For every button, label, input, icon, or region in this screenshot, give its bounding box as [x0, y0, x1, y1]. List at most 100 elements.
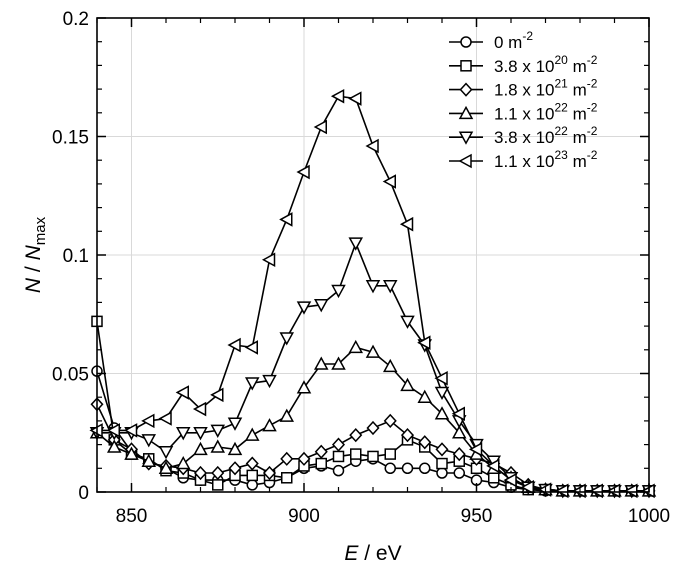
y-axis-symbol: N [22, 277, 45, 293]
legend-marker [459, 82, 473, 97]
legend-label-base: 3.8 x 10 [494, 57, 555, 76]
data-point [365, 138, 379, 154]
series-layer [89, 88, 657, 499]
data-point [468, 442, 483, 457]
data-point [418, 435, 432, 450]
data-point [279, 408, 295, 422]
legend-label: 0 m-2 [494, 29, 533, 52]
legend-label-base: 1.8 x 10 [494, 81, 555, 100]
legend-label-base: 0 m [494, 33, 522, 52]
legend-item: 3.8 x 1022 m-2 [449, 124, 598, 147]
legend: 0 m-23.8 x 1020 m-21.8 x 1021 m-21.1 x 1… [449, 29, 598, 171]
legend-label-base: 1.1 x 10 [494, 104, 555, 123]
data-point [400, 315, 415, 329]
data-point [434, 370, 448, 386]
data-point [313, 356, 329, 370]
data-point [244, 377, 260, 391]
x-axis-symbol: E [344, 542, 359, 565]
legend-label-unit: m [568, 57, 587, 76]
data-point [227, 337, 241, 353]
data-point [331, 437, 346, 452]
legend-label-exponent: 20 [555, 53, 569, 67]
axis-ticks [96, 17, 650, 493]
data-point [158, 411, 172, 426]
legend-label: 1.1 x 1022 m-2 [494, 100, 598, 123]
data-point [246, 479, 258, 491]
data-point [520, 479, 534, 495]
data-point [365, 280, 381, 294]
legend-marker [458, 131, 474, 145]
data-point [313, 119, 327, 135]
data-point [314, 444, 328, 459]
y-axis-subscript: max [32, 216, 49, 245]
data-point [384, 462, 396, 475]
data-point [315, 457, 327, 470]
data-point [624, 483, 638, 499]
data-point [401, 462, 414, 475]
data-point [281, 472, 293, 484]
legend-label-unit: m [568, 104, 587, 123]
legend-item: 1.1 x 1023 m-2 [449, 148, 598, 171]
data-point [383, 413, 397, 429]
legend-label-exponent: 21 [555, 77, 569, 91]
data-point [382, 358, 398, 373]
legend-label-exponent: 22 [555, 124, 569, 138]
legend-label: 1.1 x 1023 m-2 [494, 148, 598, 171]
series-6 [89, 88, 655, 499]
data-point [349, 428, 363, 443]
data-point [555, 483, 569, 499]
data-point [106, 439, 122, 453]
y-axis-separator: / [22, 260, 45, 278]
data-point [262, 465, 277, 481]
data-point [158, 460, 174, 475]
data-point [141, 453, 157, 467]
data-point [589, 483, 603, 499]
data-point [228, 461, 242, 476]
legend-marker [460, 60, 472, 72]
data-point [436, 467, 448, 479]
data-point [192, 401, 207, 417]
legend-item: 1.8 x 1021 m-2 [449, 77, 598, 100]
data-point [210, 387, 224, 403]
legend-label-base: 3.8 x 10 [494, 128, 555, 147]
data-point [400, 428, 415, 443]
legend-label-unit: m [568, 128, 587, 147]
data-point [244, 427, 260, 441]
legend-label: 3.8 x 1020 m-2 [494, 53, 598, 76]
data-point [175, 427, 191, 441]
data-point [297, 451, 311, 466]
data-point [175, 385, 189, 400]
legend-label-unit-exponent: -2 [587, 124, 598, 138]
data-point [261, 252, 276, 268]
data-point [399, 216, 414, 232]
data-point [451, 406, 465, 422]
legend-label-unit-exponent: -2 [587, 77, 598, 91]
y-tick-label: 0.1 [63, 246, 89, 267]
data-point [279, 332, 295, 346]
legend-label-unit-exponent: -2 [587, 100, 598, 114]
data-point [348, 339, 364, 354]
data-point [435, 442, 449, 457]
data-point [382, 280, 398, 294]
data-point [210, 439, 226, 453]
data-point [453, 467, 465, 479]
legend-marker [458, 105, 474, 120]
series-3 [90, 397, 656, 498]
data-point [246, 469, 258, 482]
data-point [417, 335, 431, 350]
legend-label-exponent: 23 [555, 148, 569, 162]
data-point [296, 164, 310, 180]
data-point [193, 441, 208, 456]
y-axis-symbol-2: N [22, 244, 45, 260]
data-point [367, 450, 379, 463]
data-point [503, 472, 517, 488]
data-point [366, 420, 380, 436]
data-point [141, 413, 155, 429]
data-point [280, 451, 294, 466]
legend-label-unit-exponent: -2 [522, 29, 533, 43]
data-point [296, 380, 312, 394]
x-axis-title: E / eV [344, 542, 401, 565]
data-point [212, 479, 224, 491]
data-point [262, 374, 277, 389]
